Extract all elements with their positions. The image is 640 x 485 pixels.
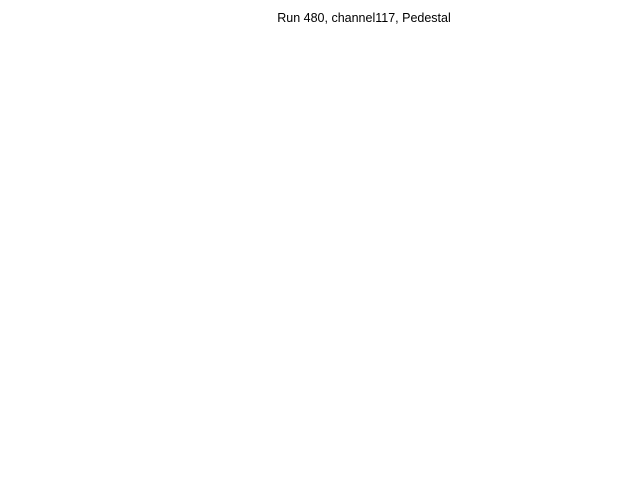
svg-text:Run 480, channel117, Pedestal: Run 480, channel117, Pedestal [277, 11, 451, 25]
